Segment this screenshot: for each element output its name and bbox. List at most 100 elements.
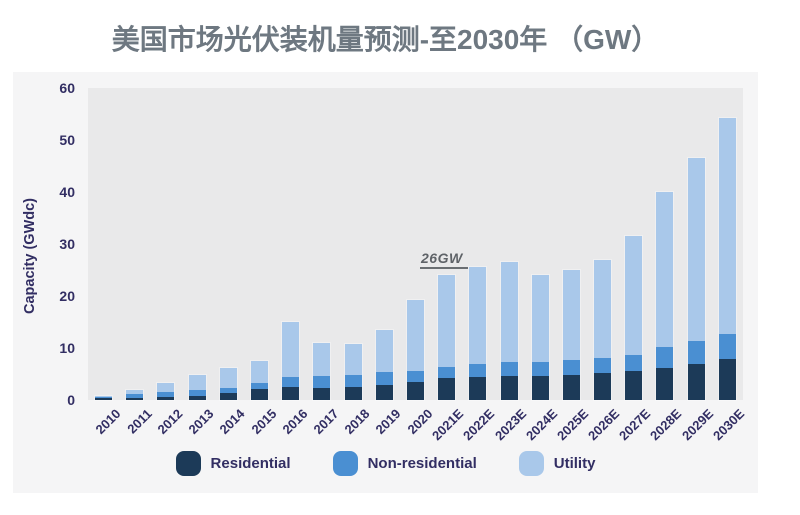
bar-segment-non-residential-2025E	[562, 360, 580, 375]
legend-item-utility: Utility	[518, 450, 596, 476]
x-tick-label-2022E: 2022E	[460, 406, 498, 444]
bar-segment-residential-2017	[313, 387, 331, 400]
bar-segment-non-residential-2029E	[687, 340, 705, 364]
bar-segment-utility-2013	[188, 375, 206, 391]
bar-segment-residential-2028E	[656, 367, 674, 400]
bar-segment-utility-2026E	[594, 259, 612, 358]
bar-stack-2014	[218, 366, 238, 402]
x-tick-label-2018: 2018	[341, 406, 373, 438]
chart-title: 美国市场光伏装机量预测-至2030年 （GW）	[111, 24, 660, 55]
legend-swatch-utility	[518, 450, 544, 476]
bar-stack-2021E	[437, 274, 457, 401]
bar-segment-utility-2020	[406, 300, 424, 371]
bar-segment-non-residential-2011	[126, 394, 144, 399]
bar-stack-2026E	[593, 258, 613, 402]
x-tick-label-2028E: 2028E	[647, 406, 685, 444]
bar-stack-2010	[94, 394, 114, 402]
bar-segment-non-residential-2024E	[531, 362, 549, 377]
bar-segment-residential-2014	[219, 393, 237, 400]
bar-stack-2027E	[624, 235, 644, 401]
bar-segment-non-residential-2023E	[500, 361, 518, 377]
bar-segment-utility-2018	[344, 344, 362, 375]
bar-segment-residential-2011	[126, 398, 144, 400]
bar-segment-non-residential-2016	[282, 377, 300, 387]
bar-segment-residential-2020	[406, 382, 424, 400]
bar-segment-residential-2021E	[438, 378, 456, 400]
chart-card: Capacity (GWdc) 0 10 20 30 40 50 60 2010 2011 20…	[13, 72, 758, 493]
bar-segment-non-residential-2012	[157, 392, 175, 398]
x-tick-label-2013: 2013	[185, 406, 217, 438]
bar-segment-utility-2012	[157, 382, 175, 393]
bar-segment-residential-2015	[251, 389, 269, 400]
bar-stack-2025E	[561, 269, 581, 401]
bar-segment-utility-2028E	[656, 192, 674, 348]
bar-stack-2022E	[468, 266, 488, 401]
bar-segment-residential-2012	[157, 397, 175, 400]
bar-slot-2010	[88, 88, 119, 402]
x-tick-label-2019: 2019	[372, 406, 404, 438]
x-tick-label-2012: 2012	[154, 406, 186, 438]
bar-segment-residential-2010	[95, 398, 113, 400]
bar-stack-2029E	[686, 157, 706, 401]
bar-segment-residential-2022E	[469, 377, 487, 400]
bar-segment-utility-2029E	[687, 158, 705, 341]
bar-stack-2011	[125, 389, 145, 401]
bar-stack-2016	[281, 321, 301, 401]
bar-segment-non-residential-2010	[95, 396, 113, 399]
bar-segment-non-residential-2026E	[594, 357, 612, 373]
bar-stack-2030E	[717, 117, 737, 401]
y-tick-label-0: 0	[67, 392, 75, 408]
x-tick-label-2025E: 2025E	[553, 406, 592, 444]
legend-item-non-residential: Non-residential	[332, 450, 477, 476]
bar-segment-utility-2010	[95, 395, 113, 397]
bar-segment-residential-2025E	[562, 375, 580, 400]
bar-stack-2028E	[655, 191, 675, 401]
bar-segment-utility-2015	[251, 361, 269, 384]
bar-slot-2023E	[493, 88, 524, 401]
bar-slot-2016	[275, 88, 306, 401]
bar-segment-utility-2022E	[469, 267, 487, 365]
bar-segment-non-residential-2030E	[718, 333, 736, 360]
bar-segment-non-residential-2019	[375, 372, 393, 385]
legend-swatch-non-residential	[332, 450, 358, 476]
x-tick-label-2014: 2014	[216, 406, 249, 438]
bar-slot-2024E	[525, 88, 556, 401]
bar-slot-2028E	[649, 88, 680, 401]
x-tick-label-2010: 2010	[92, 406, 124, 438]
bar-slot-2015	[244, 88, 275, 401]
legend-label-utility: Utility	[553, 454, 596, 472]
y-tick-label-20: 20	[59, 288, 75, 304]
bar-slot-2027E	[618, 88, 649, 401]
bar-slot-2014	[213, 88, 244, 402]
legend-label-residential: Residential	[210, 454, 291, 472]
bar-segment-utility-2021E	[438, 275, 456, 368]
bar-segment-non-residential-2021E	[438, 367, 456, 379]
x-tick-label-2027E: 2027E	[616, 406, 654, 444]
bar-segment-non-residential-2022E	[469, 364, 487, 378]
x-tick-label-2015: 2015	[248, 406, 280, 438]
bar-segment-utility-2025E	[562, 270, 580, 361]
bar-segment-utility-2027E	[625, 236, 643, 355]
bar-slot-2029E	[681, 88, 712, 401]
bar-stack-2017	[312, 341, 332, 402]
bar-segment-utility-2019	[375, 329, 393, 373]
x-tick-label-2029E: 2029E	[678, 406, 716, 444]
bar-slot-2021E	[431, 88, 462, 401]
bar-segment-non-residential-2018	[344, 374, 362, 387]
plot-area	[88, 88, 743, 402]
y-tick-label-30: 30	[59, 236, 75, 252]
legend-label-non-residential: Non-residential	[367, 454, 477, 472]
bar-segment-utility-2011	[126, 390, 144, 395]
bar-stack-2018	[343, 343, 363, 401]
bar-segment-residential-2030E	[718, 359, 736, 400]
x-tick-label-2030E: 2030E	[709, 406, 748, 444]
bar-slot-2018	[338, 88, 369, 401]
bar-segment-residential-2024E	[531, 376, 549, 400]
legend-swatch-residential	[175, 450, 201, 476]
bar-segment-residential-2026E	[594, 373, 612, 400]
bar-slot-2013	[182, 88, 213, 401]
bar-slot-2012	[150, 88, 181, 402]
bar-segment-utility-2023E	[500, 262, 518, 362]
x-tick-label-2024E: 2024E	[522, 406, 560, 444]
